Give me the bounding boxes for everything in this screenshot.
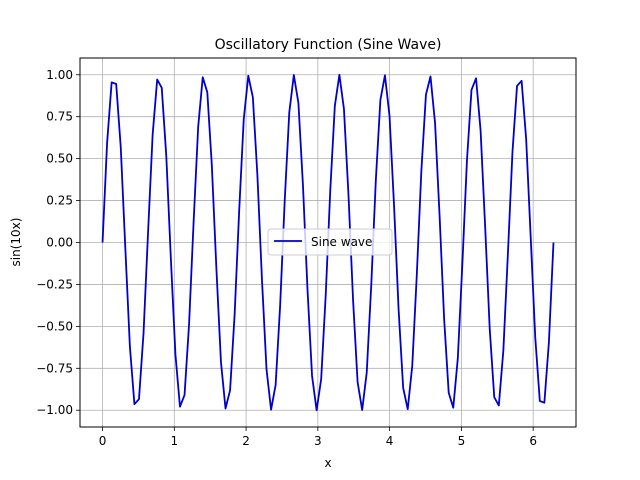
axes-frame xyxy=(79,57,577,428)
x-axis-label: x xyxy=(324,456,331,470)
y-axis-label: sin(10x) xyxy=(9,218,23,267)
grid xyxy=(80,58,576,427)
y-tick-label: −0.75 xyxy=(36,361,73,375)
axis-ticks: 0 1 2 3 4 5 6 −1.00 −0.75 −0.50 −0.25 0.00 0.25 0.50 0… xyxy=(36,68,537,448)
x-tick-label: 2 xyxy=(242,434,250,448)
x-tick-label: 3 xyxy=(314,434,322,448)
y-tick-label: −1.00 xyxy=(36,403,73,417)
y-tick-label: 0.00 xyxy=(46,236,73,250)
x-tick-label: 0 xyxy=(99,434,107,448)
y-tick-label: 1.00 xyxy=(46,68,73,82)
y-tick-label: 0.75 xyxy=(46,110,73,124)
y-tick-label: 0.25 xyxy=(46,194,73,208)
y-tick-label: −0.25 xyxy=(36,277,73,291)
x-tick-label: 6 xyxy=(529,434,537,448)
x-tick-label: 1 xyxy=(170,434,178,448)
y-tick-label: 0.50 xyxy=(46,152,73,166)
chart-title: Oscillatory Function (Sine Wave) xyxy=(215,37,442,53)
x-tick-label: 4 xyxy=(386,434,394,448)
legend: Sine wave xyxy=(267,228,393,256)
y-tick-label: −0.50 xyxy=(36,319,73,333)
x-tick-label: 5 xyxy=(458,434,466,448)
legend-label: Sine wave xyxy=(311,235,372,249)
